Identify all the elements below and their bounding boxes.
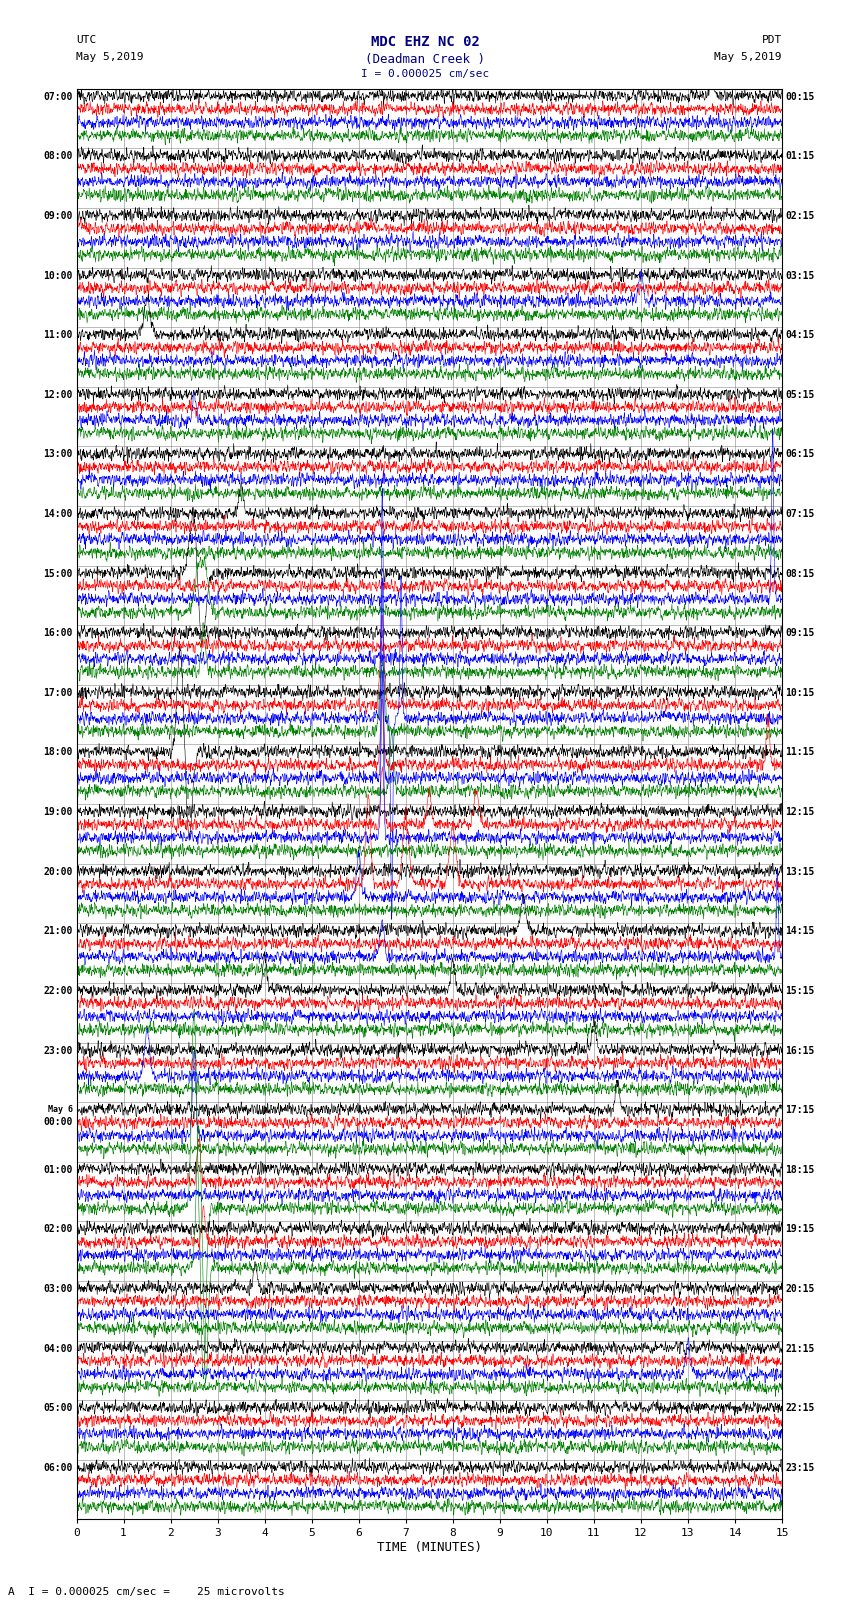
Text: 07:15: 07:15 [785, 510, 815, 519]
Text: 03:00: 03:00 [43, 1284, 73, 1294]
Text: 09:15: 09:15 [785, 627, 815, 639]
Text: 13:15: 13:15 [785, 866, 815, 877]
Text: 08:15: 08:15 [785, 569, 815, 579]
Text: 15:15: 15:15 [785, 986, 815, 995]
Text: 18:15: 18:15 [785, 1165, 815, 1174]
Text: 01:00: 01:00 [43, 1165, 73, 1174]
Text: 08:00: 08:00 [43, 152, 73, 161]
Text: 03:15: 03:15 [785, 271, 815, 281]
Text: 09:00: 09:00 [43, 211, 73, 221]
Text: MDC EHZ NC 02: MDC EHZ NC 02 [371, 35, 479, 50]
Text: 14:15: 14:15 [785, 926, 815, 936]
Text: 20:15: 20:15 [785, 1284, 815, 1294]
Text: 10:00: 10:00 [43, 271, 73, 281]
Text: 23:00: 23:00 [43, 1045, 73, 1055]
Text: 11:00: 11:00 [43, 331, 73, 340]
Text: 16:15: 16:15 [785, 1045, 815, 1055]
Text: 17:00: 17:00 [43, 687, 73, 698]
Text: 13:00: 13:00 [43, 450, 73, 460]
Text: 12:00: 12:00 [43, 390, 73, 400]
Text: 22:00: 22:00 [43, 986, 73, 995]
Text: 17:15: 17:15 [785, 1105, 815, 1115]
Text: 19:15: 19:15 [785, 1224, 815, 1234]
Text: UTC: UTC [76, 35, 97, 45]
Text: 21:00: 21:00 [43, 926, 73, 936]
Text: 22:15: 22:15 [785, 1403, 815, 1413]
Text: (Deadman Creek ): (Deadman Creek ) [365, 53, 485, 66]
Text: 05:00: 05:00 [43, 1403, 73, 1413]
Text: May 6: May 6 [48, 1105, 73, 1115]
Text: 04:00: 04:00 [43, 1344, 73, 1353]
Text: 05:15: 05:15 [785, 390, 815, 400]
Text: 00:00: 00:00 [43, 1118, 73, 1127]
Text: I = 0.000025 cm/sec: I = 0.000025 cm/sec [361, 69, 489, 79]
Text: 06:00: 06:00 [43, 1463, 73, 1473]
Text: 21:15: 21:15 [785, 1344, 815, 1353]
Text: 07:00: 07:00 [43, 92, 73, 102]
Text: 11:15: 11:15 [785, 747, 815, 758]
Text: 19:00: 19:00 [43, 806, 73, 818]
Text: 02:00: 02:00 [43, 1224, 73, 1234]
Text: May 5,2019: May 5,2019 [76, 52, 144, 61]
Text: May 5,2019: May 5,2019 [715, 52, 782, 61]
Text: 01:15: 01:15 [785, 152, 815, 161]
Text: 14:00: 14:00 [43, 510, 73, 519]
Text: 12:15: 12:15 [785, 806, 815, 818]
X-axis label: TIME (MINUTES): TIME (MINUTES) [377, 1542, 482, 1555]
Text: A  I = 0.000025 cm/sec =    25 microvolts: A I = 0.000025 cm/sec = 25 microvolts [8, 1587, 286, 1597]
Text: 02:15: 02:15 [785, 211, 815, 221]
Text: 15:00: 15:00 [43, 569, 73, 579]
Text: 16:00: 16:00 [43, 627, 73, 639]
Text: 10:15: 10:15 [785, 687, 815, 698]
Text: 00:15: 00:15 [785, 92, 815, 102]
Text: 04:15: 04:15 [785, 331, 815, 340]
Text: 23:15: 23:15 [785, 1463, 815, 1473]
Text: 06:15: 06:15 [785, 450, 815, 460]
Text: 20:00: 20:00 [43, 866, 73, 877]
Text: 18:00: 18:00 [43, 747, 73, 758]
Text: PDT: PDT [762, 35, 782, 45]
